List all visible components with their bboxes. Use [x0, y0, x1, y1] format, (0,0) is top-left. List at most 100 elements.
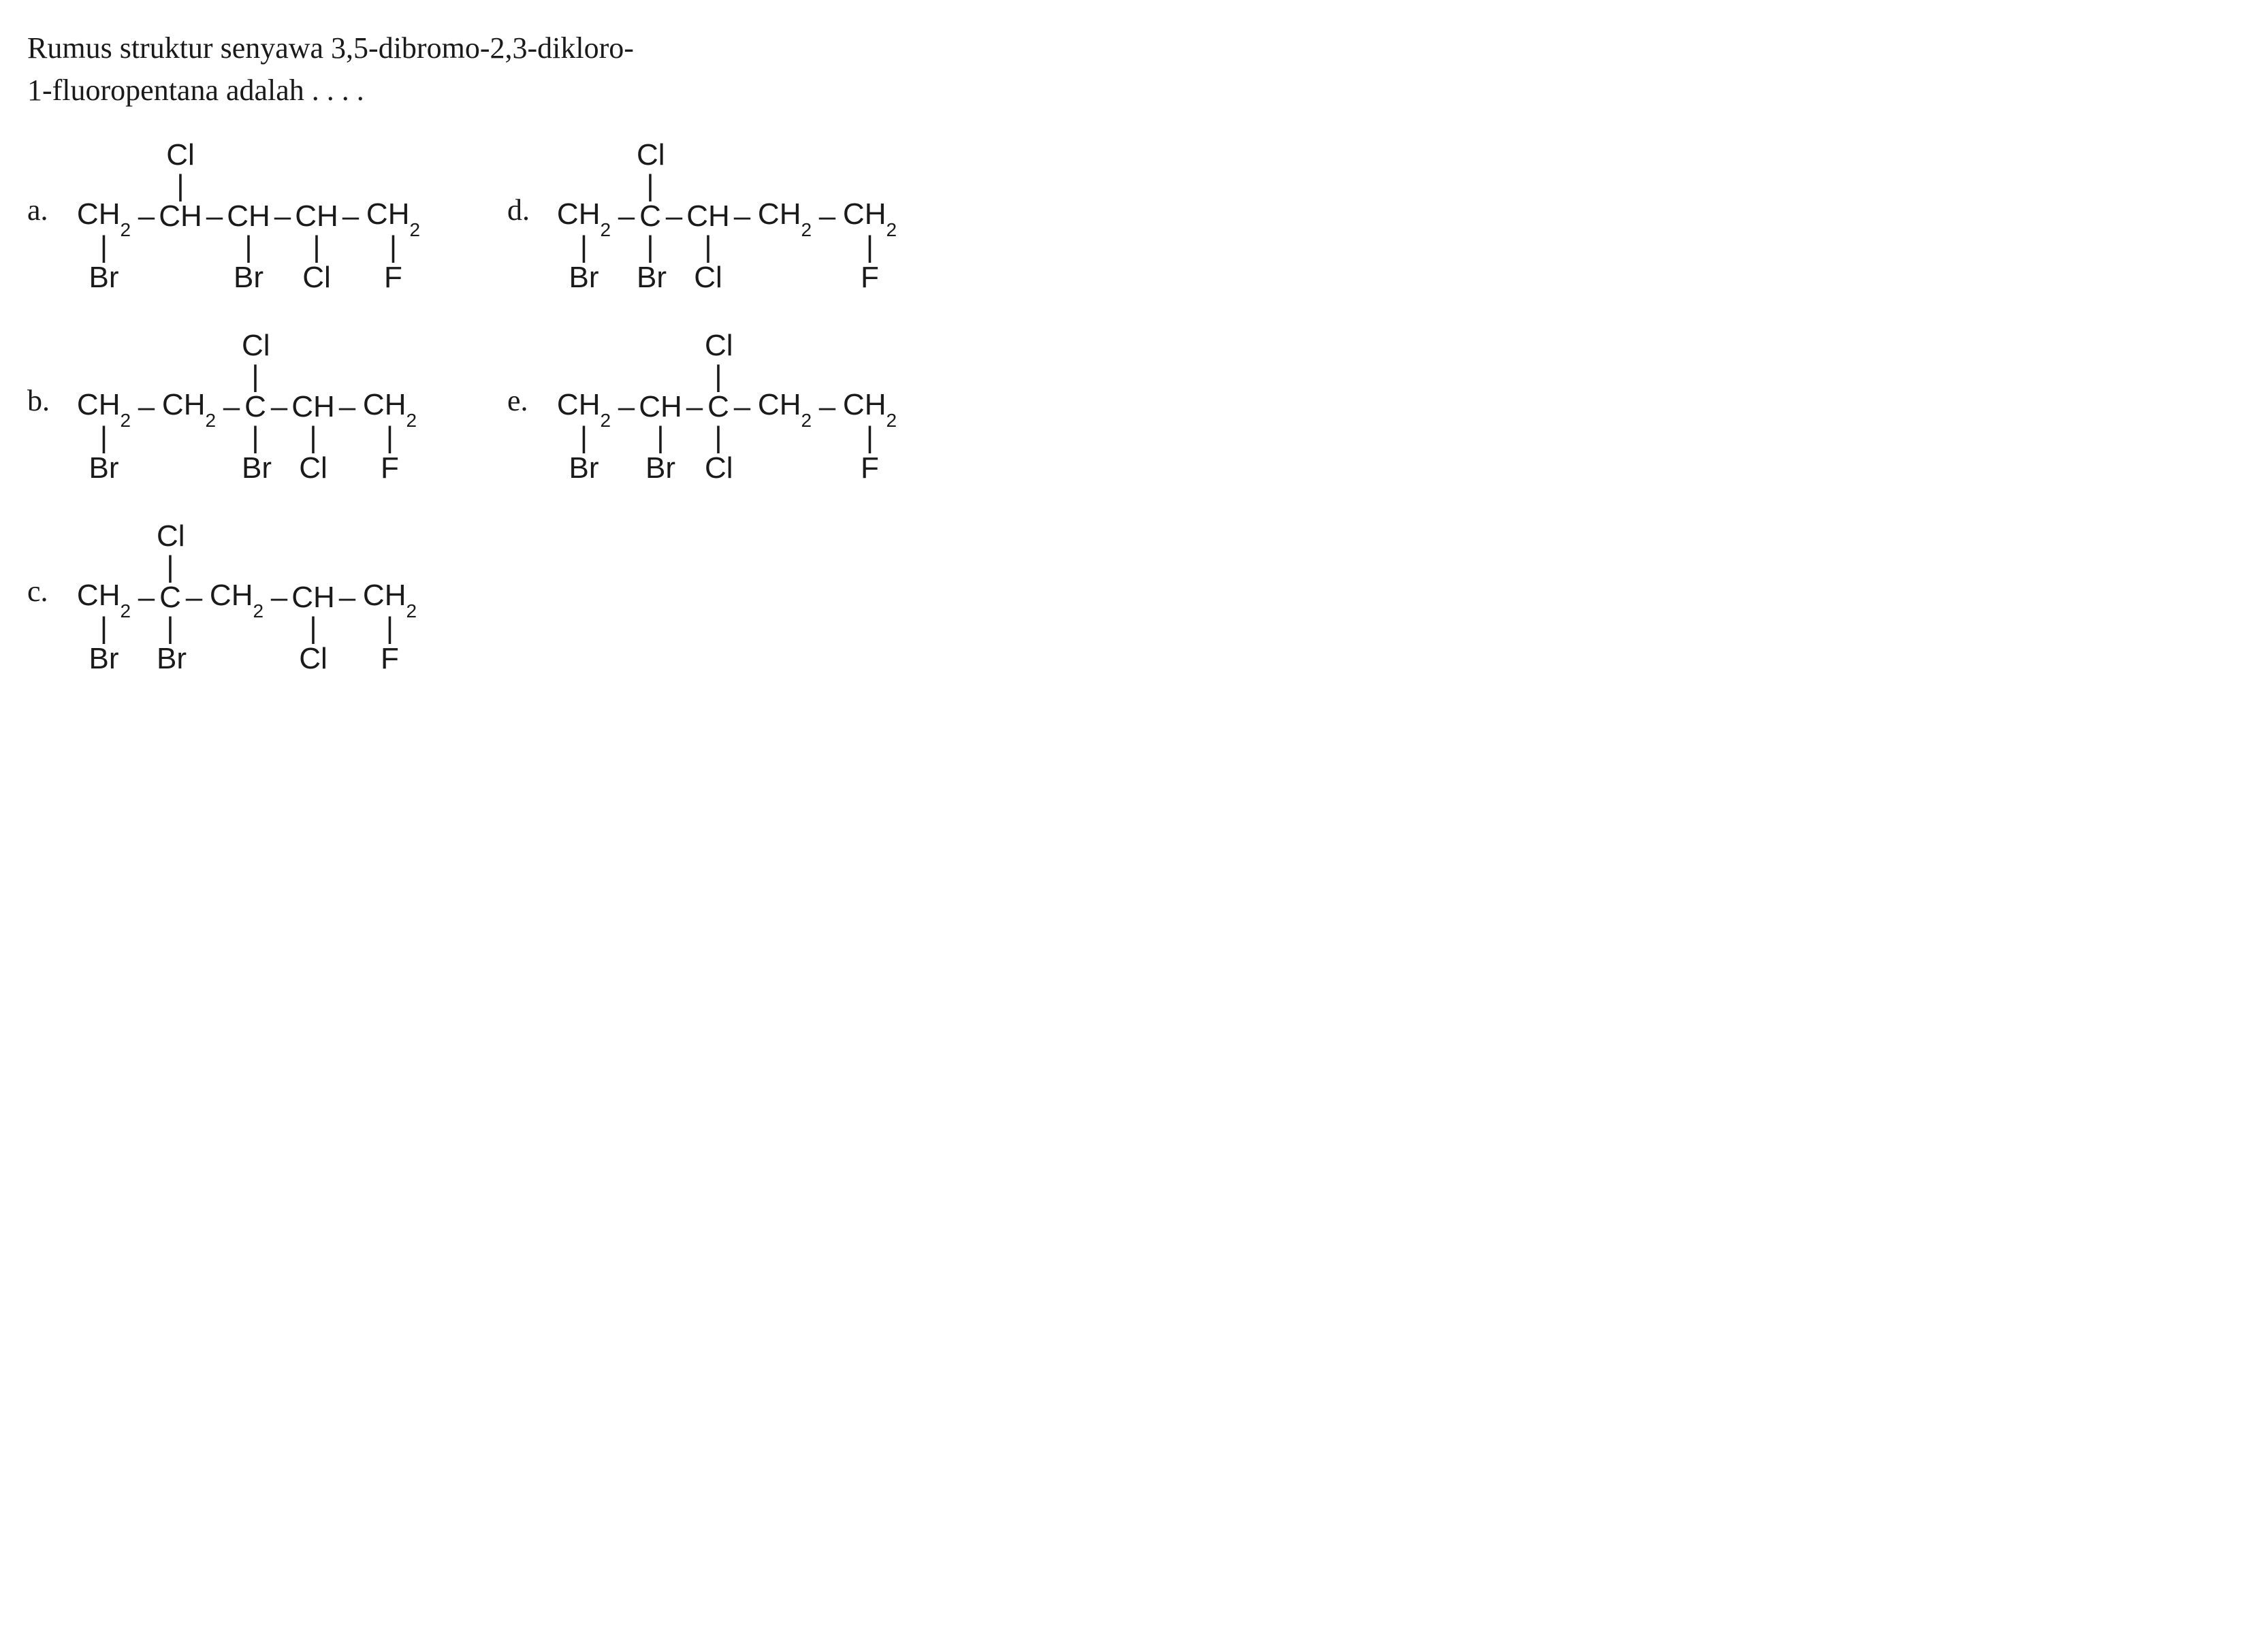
chemical-structure: Cl|CH2–CH–CH–CH–CH2||||BrBrClF	[71, 138, 426, 295]
vertical-bond	[837, 172, 902, 199]
chain-atom: CH2	[157, 390, 221, 425]
chain-atom: C	[242, 392, 269, 422]
vertical-bond: |	[289, 615, 337, 642]
option-b: b.Cl|CH2–CH2–C–CH–CH2||||BrBrClF	[27, 329, 426, 485]
chain-atom: C	[705, 392, 732, 422]
vertical-bond: |	[684, 233, 732, 261]
bottom-substituent: Br	[71, 263, 136, 293]
chain-atom: CH	[293, 201, 340, 231]
chemical-structure: Cl|CH2–C–CH–CH2–CH2||||BrBrClF	[552, 138, 902, 295]
option-a: a.Cl|CH2–CH–CH–CH–CH2||||BrBrClF	[27, 138, 426, 295]
chain-atom: C	[157, 583, 184, 613]
horizontal-bond: –	[616, 392, 637, 422]
chain-atom: CH2	[837, 390, 902, 425]
bottom-substituent: F	[357, 453, 422, 483]
chain-atom: CH	[289, 392, 337, 422]
horizontal-bond: –	[732, 392, 752, 422]
horizontal-bond: –	[337, 583, 357, 613]
vertical-bond: |	[242, 424, 269, 451]
horizontal-bond: –	[817, 201, 837, 231]
vertical-bond	[552, 363, 616, 390]
bottom-substituent: Cl	[684, 263, 732, 293]
chain-atom: CH	[289, 583, 337, 613]
vertical-bond	[204, 553, 269, 581]
option-e: e.Cl|CH2–CH–C–CH2–CH2||||BrBrClF	[507, 329, 902, 485]
option-label-e: e.	[507, 383, 538, 418]
question-text: Rumus struktur senyawa 3,5-dibromo-2,3-d…	[27, 27, 2241, 111]
chemical-structure: Cl|CH2–CH2–C–CH–CH2||||BrBrClF	[71, 329, 422, 485]
vertical-bond: |	[637, 424, 684, 451]
top-substituent: Cl	[157, 521, 184, 551]
horizontal-bond: –	[269, 583, 289, 613]
bottom-substituent: Br	[157, 644, 184, 674]
vertical-bond	[752, 363, 817, 390]
option-label-a: a.	[27, 193, 58, 227]
question-line1: Rumus struktur senyawa 3,5-dibromo-2,3-d…	[27, 31, 634, 65]
horizontal-bond: –	[136, 583, 157, 613]
vertical-bond	[684, 172, 732, 199]
bottom-substituent: Cl	[705, 453, 732, 483]
chain-atom: CH2	[837, 199, 902, 234]
chain-atom: CH2	[71, 390, 136, 425]
horizontal-bond: –	[337, 392, 357, 422]
chain-atom: CH2	[357, 581, 422, 615]
horizontal-bond: –	[184, 583, 204, 613]
vertical-bond	[293, 172, 340, 199]
vertical-bond	[752, 172, 817, 199]
horizontal-bond: –	[204, 201, 225, 231]
bottom-substituent: F	[361, 263, 426, 293]
vertical-bond: |	[705, 424, 732, 451]
horizontal-bond: –	[340, 201, 361, 231]
chain-atom: CH2	[752, 199, 817, 234]
chain-atom: CH2	[204, 581, 269, 615]
chain-atom: C	[637, 201, 664, 231]
top-substituent: Cl	[637, 140, 664, 170]
bottom-substituent: Br	[71, 644, 136, 674]
vertical-bond	[71, 553, 136, 581]
chain-atom: CH	[225, 201, 272, 231]
bottom-substituent: Cl	[293, 263, 340, 293]
vertical-bond: |	[637, 172, 664, 199]
vertical-bond	[157, 233, 204, 261]
chain-atom: CH2	[361, 199, 426, 234]
vertical-bond: |	[293, 233, 340, 261]
horizontal-bond: –	[684, 392, 705, 422]
chain-atom: CH2	[552, 390, 616, 425]
vertical-bond	[157, 363, 221, 390]
top-substituent: Cl	[242, 331, 269, 361]
right-column: d.Cl|CH2–C–CH–CH2–CH2||||BrBrClFe.Cl|CH2…	[507, 125, 902, 696]
chain-atom: CH2	[71, 199, 136, 234]
vertical-bond	[71, 172, 136, 199]
horizontal-bond: –	[616, 201, 637, 231]
horizontal-bond: –	[732, 201, 752, 231]
vertical-bond	[357, 553, 422, 581]
bottom-substituent: Br	[225, 263, 272, 293]
vertical-bond	[225, 172, 272, 199]
chain-atom: CH	[637, 392, 684, 422]
vertical-bond	[289, 553, 337, 581]
bottom-substituent: Cl	[289, 644, 337, 674]
vertical-bond: |	[637, 233, 664, 261]
top-substituent: Cl	[157, 140, 204, 170]
bottom-substituent: F	[837, 263, 902, 293]
horizontal-bond: –	[136, 392, 157, 422]
option-label-d: d.	[507, 193, 538, 227]
vertical-bond: |	[157, 553, 184, 581]
chain-atom: CH2	[71, 581, 136, 615]
bottom-substituent: Br	[552, 263, 616, 293]
option-c: c.Cl|CH2–C–CH2–CH–CH2||||BrBrClF	[27, 519, 426, 676]
horizontal-bond: –	[272, 201, 293, 231]
vertical-bond: |	[157, 615, 184, 642]
option-d: d.Cl|CH2–C–CH–CH2–CH2||||BrBrClF	[507, 138, 902, 295]
bottom-substituent: F	[837, 453, 902, 483]
vertical-bond: |	[225, 233, 272, 261]
horizontal-bond: –	[664, 201, 684, 231]
vertical-bond	[289, 363, 337, 390]
bottom-substituent: Br	[552, 453, 616, 483]
left-column: a.Cl|CH2–CH–CH–CH–CH2||||BrBrClFb.Cl|CH2…	[27, 125, 426, 696]
vertical-bond: |	[157, 172, 204, 199]
option-label-b: b.	[27, 383, 58, 418]
bottom-substituent: F	[357, 644, 422, 674]
chain-atom: CH	[684, 201, 732, 231]
option-label-c: c.	[27, 574, 58, 609]
